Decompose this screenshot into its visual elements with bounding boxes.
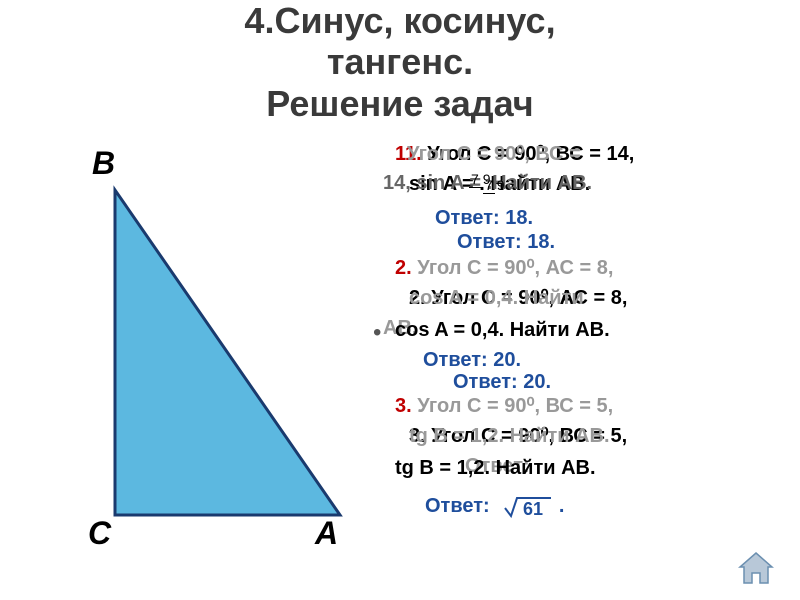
p2-gray1: Угол С = 90⁰, АС = 8, xyxy=(417,257,613,279)
p1-overlay: Угол С = 90⁰, ВС = xyxy=(407,140,581,168)
p2-answer: Ответ: 20. xyxy=(453,371,551,393)
bullet-icon: • xyxy=(373,316,381,350)
home-icon[interactable] xyxy=(737,551,775,585)
triangle-shape xyxy=(115,190,340,515)
title-line-3: Решение задач xyxy=(0,83,800,124)
p2-num-red: 2. xyxy=(395,257,412,279)
p3-answer-label: Ответ: xyxy=(425,495,490,517)
p3-gray1: Угол С = 90⁰, ВС = 5, xyxy=(417,395,613,417)
p1-answer-gray: Ответ: 18. xyxy=(435,207,533,229)
title-line-2: тангенс. xyxy=(0,41,800,82)
p1-answer: Ответ: 18. xyxy=(457,231,555,253)
vertex-c: C xyxy=(88,515,111,552)
problems-content: Угол С = 90⁰, ВС = 11. Угол С = 90⁰, ВС … xyxy=(395,140,785,522)
p3-dot: . xyxy=(559,495,565,517)
p2-cos: cos A = 0,4. Найти АВ. xyxy=(395,319,610,341)
p3-sqrt: 61 xyxy=(503,495,559,517)
svg-text:61: 61 xyxy=(523,499,543,519)
title-line-1: 4.Синус, косинус, xyxy=(0,0,800,41)
p3-overlay: tg B = 1,2. Найти АВ. xyxy=(409,422,610,450)
triangle-figure: B C A xyxy=(75,145,375,545)
vertex-a: A xyxy=(315,515,338,552)
vertex-b: B xyxy=(92,145,115,182)
p2-gray2: cos A = 0,4. Найти xyxy=(409,284,584,312)
p3-num-red: 3. xyxy=(395,395,412,417)
p3-tg: tg B = 1,2. Найти АВ. xyxy=(395,457,596,479)
triangle-svg xyxy=(75,145,375,545)
p1-frac: 79 xyxy=(483,172,507,200)
